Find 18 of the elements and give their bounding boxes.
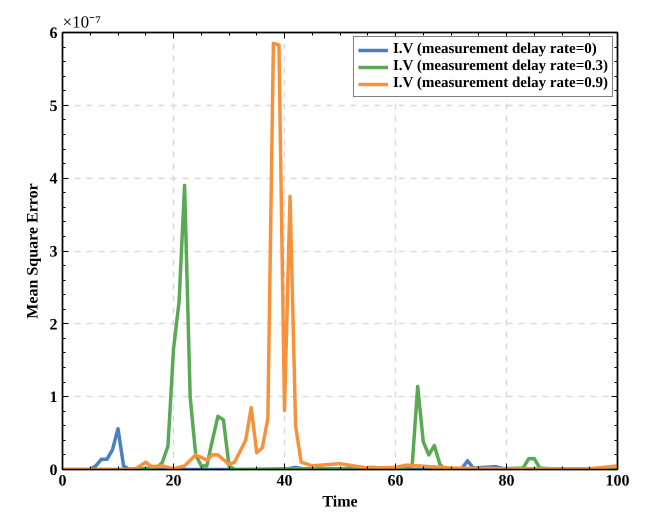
- y-tick-label: 2: [50, 316, 58, 334]
- y-tick-label: 0: [50, 462, 58, 479]
- x-tick-label: 40: [276, 472, 292, 490]
- y-tick-label: 1: [50, 389, 58, 406]
- legend-label: I.V (measurement delay rate=0.3): [392, 58, 608, 75]
- y-tick-label: 6: [50, 25, 58, 42]
- y-tick-label: 4: [50, 170, 58, 188]
- y-tick-label: 3: [50, 244, 58, 260]
- x-axis-title: Time: [322, 494, 358, 510]
- x-tick-label: 80: [498, 472, 514, 490]
- x-tick-label: 100: [606, 472, 630, 490]
- legend-label: I.V (measurement delay rate=0): [392, 41, 597, 58]
- y-tick-label: 5: [50, 98, 58, 115]
- x-tick-label: 20: [166, 472, 182, 490]
- legend-label: I.V (measurement delay rate=0.9): [392, 75, 608, 92]
- text: ×10⁻⁷: [62, 12, 102, 32]
- y-axis-title: Mean Square Error: [24, 183, 42, 319]
- x-tick-label: 60: [388, 472, 404, 490]
